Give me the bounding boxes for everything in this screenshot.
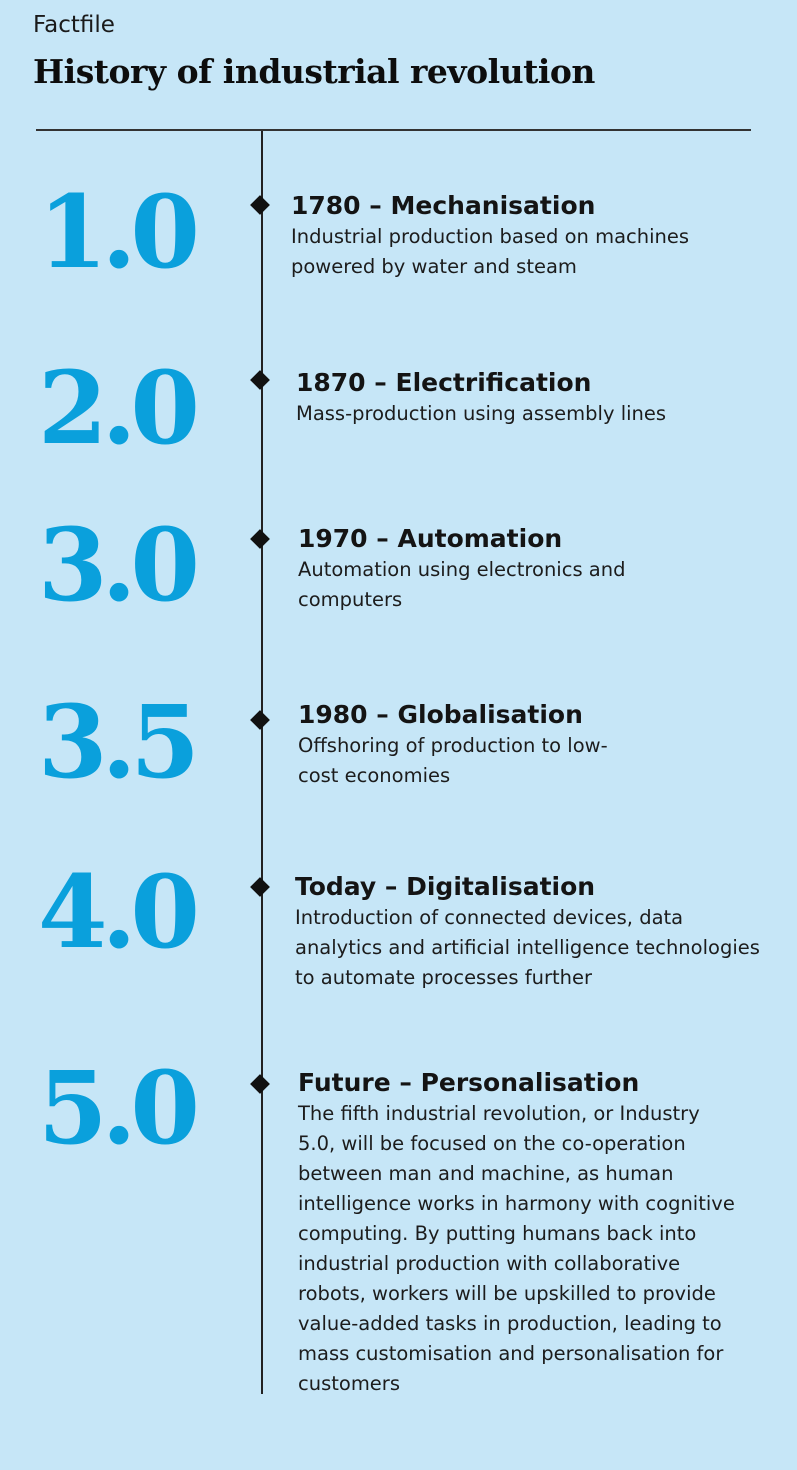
factfile-label: Factfile: [33, 12, 115, 38]
timeline-entry-personalisation: Future – Personalisation The fifth indus…: [298, 1067, 743, 1399]
timeline-entry-mechanisation: 1780 – Mechanisation Industrial producti…: [291, 190, 736, 282]
timeline-marker-1: [250, 195, 270, 215]
version-number-5-0: 5.0: [38, 1049, 200, 1167]
entry-description: Industrial production based on machines …: [291, 225, 690, 278]
timeline-marker-3: [250, 529, 270, 549]
entry-description: Mass-production using assembly lines: [296, 402, 667, 425]
version-number-1-0: 1.0: [38, 173, 200, 291]
timeline-marker-6: [250, 1074, 270, 1094]
entry-heading: Future – Personalisation: [298, 1068, 640, 1097]
version-number-3-0: 3.0: [38, 506, 200, 624]
entry-heading: 1980 – Globalisation: [298, 700, 583, 729]
entry-heading: 1780 – Mechanisation: [291, 191, 596, 220]
header-divider: [36, 129, 751, 131]
timeline-entry-electrification: 1870 – Electrification Mass-production u…: [296, 367, 741, 429]
version-number-4-0: 4.0: [38, 853, 200, 971]
entry-description: The fifth industrial revolution, or Indu…: [298, 1102, 735, 1395]
timeline-marker-5: [250, 877, 270, 897]
entry-description: Offshoring of production to low-cost eco…: [298, 734, 608, 787]
entry-description: Automation using electronics and compute…: [298, 558, 626, 611]
timeline-entry-automation: 1970 – Automation Automation using elect…: [298, 523, 743, 615]
page-title: History of industrial revolution: [33, 52, 595, 91]
entry-heading: 1870 – Electrification: [296, 368, 592, 397]
timeline-axis: [261, 131, 263, 1394]
timeline-entry-digitalisation: Today – Digitalisation Introduction of c…: [295, 871, 760, 993]
entry-heading: Today – Digitalisation: [295, 872, 596, 901]
timeline-entry-globalisation: 1980 – Globalisation Offshoring of produ…: [298, 699, 743, 791]
timeline-marker-2: [250, 370, 270, 390]
timeline-marker-4: [250, 710, 270, 730]
version-number-2-0: 2.0: [38, 349, 200, 467]
entry-heading: 1970 – Automation: [298, 524, 563, 553]
entry-description: Introduction of connected devices, data …: [295, 906, 760, 989]
version-number-3-5: 3.5: [38, 683, 200, 801]
